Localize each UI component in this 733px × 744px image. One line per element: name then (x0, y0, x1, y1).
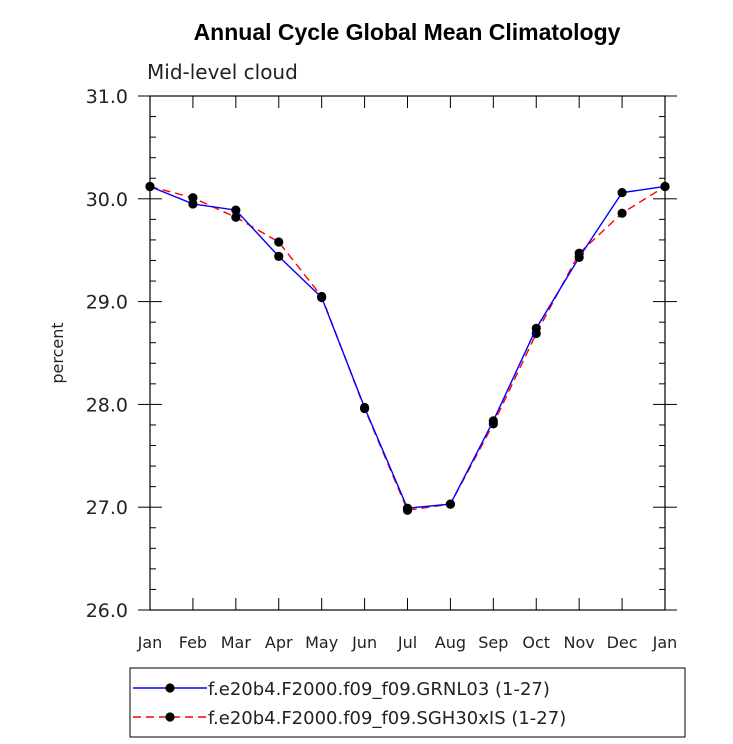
data-point (660, 181, 670, 192)
data-point (188, 199, 198, 209)
series-layer (145, 181, 670, 515)
data-point (617, 188, 627, 198)
data-point (145, 181, 155, 192)
legend-item-2: f.e20b4.F2000.f09_f09.SGH30xIS (1-27) (133, 708, 566, 729)
y-tick-label: 27.0 (86, 497, 128, 519)
legend-marker (165, 683, 175, 693)
series-line (149, 185, 666, 509)
x-tick-label: Jan (652, 633, 678, 652)
data-point (574, 252, 584, 262)
x-tick-label: Mar (221, 633, 252, 652)
y-tick-label: 31.0 (86, 86, 128, 108)
axis-ticks (138, 95, 677, 611)
y-tick-label: 30.0 (86, 189, 128, 211)
series-line (149, 185, 666, 512)
data-point (317, 292, 327, 303)
y-axis-label: percent (48, 322, 67, 383)
x-tick-label: Feb (179, 633, 207, 652)
x-tick-label: Jun (351, 633, 377, 652)
data-point (402, 503, 413, 513)
plot-frame (149, 95, 666, 611)
legend-marker (165, 712, 175, 722)
chart-subtitle: Mid-level cloud (147, 60, 298, 84)
x-tick-label: May (305, 633, 338, 652)
legend-item-1: f.e20b4.F2000.f09_f09.GRNL03 (1-27) (133, 679, 550, 700)
x-tick-label: Dec (607, 633, 638, 652)
data-point (531, 323, 541, 333)
x-tick-label: Aug (435, 633, 466, 652)
legend-label: f.e20b4.F2000.f09_f09.GRNL03 (1-27) (208, 679, 550, 700)
series-1 (145, 181, 670, 513)
data-point (274, 251, 284, 261)
y-tick-labels: 26.0 27.0 28.0 29.0 30.0 31.0 (86, 86, 128, 622)
chart-title: Annual Cycle Global Mean Climatology (194, 19, 621, 45)
x-tick-label: Jan (137, 633, 163, 652)
data-point (488, 416, 498, 426)
data-point (445, 499, 456, 509)
x-tick-label: Sep (478, 633, 508, 652)
legend: f.e20b4.F2000.f09_f09.GRNL03 (1-27) f.e20… (129, 667, 686, 738)
x-tick-label: Oct (522, 633, 550, 652)
y-tick-label: 26.0 (86, 600, 128, 622)
legend-label: f.e20b4.F2000.f09_f09.SGH30xIS (1-27) (208, 708, 566, 729)
data-point (231, 212, 241, 222)
data-point (359, 402, 370, 413)
x-tick-label: Nov (564, 633, 595, 652)
data-point (274, 237, 284, 247)
data-point (231, 205, 241, 215)
y-tick-label: 29.0 (86, 292, 128, 314)
x-tick-label: Jul (397, 633, 417, 652)
data-point (617, 208, 627, 218)
series-2 (145, 181, 670, 515)
x-tick-label: Apr (265, 633, 293, 652)
legend-box (129, 667, 686, 738)
x-tick-labels: Jan Feb Mar Apr May Jun Jul Aug Sep Oct Nov Dec Jan (137, 633, 678, 652)
y-tick-label: 28.0 (86, 394, 128, 416)
